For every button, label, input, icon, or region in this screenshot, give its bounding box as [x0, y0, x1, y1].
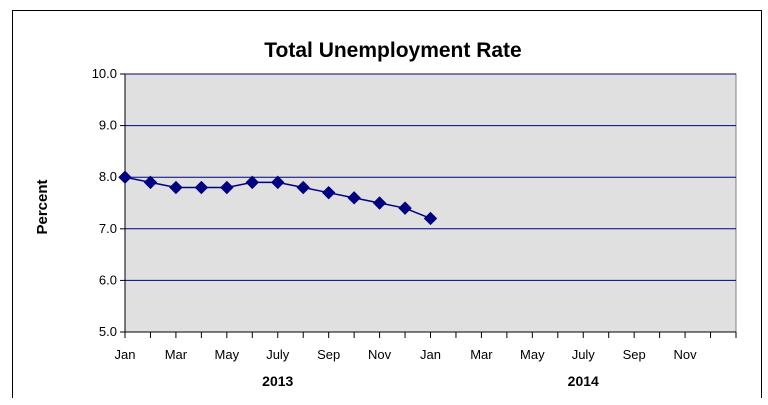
- y-tick-label: 6.0: [99, 272, 117, 287]
- data-point-marker: [423, 211, 438, 226]
- data-point-marker: [245, 175, 259, 190]
- y-tick-label: 10.0: [92, 66, 117, 81]
- data-point-marker: [194, 180, 209, 195]
- y-tick-label: 5.0: [99, 324, 117, 339]
- data-point-marker: [372, 196, 387, 210]
- x-tick-label: Jan: [115, 347, 136, 362]
- x-tick-label: May: [520, 347, 545, 362]
- y-tick-label: 9.0: [99, 118, 117, 133]
- y-tick-label: 8.0: [99, 169, 117, 184]
- data-point-marker: [347, 191, 361, 205]
- data-point-marker: [398, 201, 412, 215]
- data-point-marker: [220, 180, 234, 195]
- data-point-marker: [271, 175, 285, 190]
- x-tick-label: Sep: [317, 347, 340, 362]
- data-point-marker: [118, 170, 132, 184]
- x-tick-label: July: [572, 347, 596, 362]
- x-tick-label: Mar: [470, 347, 493, 362]
- x-tick-label: Nov: [674, 347, 698, 362]
- x-tick-label: July: [266, 347, 290, 362]
- year-label: 2014: [568, 373, 599, 389]
- data-point-marker: [143, 175, 158, 190]
- plot-area: [124, 73, 737, 333]
- y-tick-label: 7.0: [99, 221, 117, 236]
- x-tick-label: Mar: [165, 347, 188, 362]
- data-point-marker: [321, 185, 336, 200]
- x-tick-label: Sep: [623, 347, 646, 362]
- year-label: 2013: [262, 373, 293, 389]
- x-tick-label: Jan: [420, 347, 441, 362]
- data-point-marker: [296, 180, 310, 195]
- y-axis-title: Percent: [34, 179, 51, 234]
- chart-title: Total Unemployment Rate: [264, 39, 521, 62]
- x-tick-label: May: [215, 347, 240, 362]
- x-tick-label: Nov: [368, 347, 392, 362]
- data-point-marker: [169, 180, 183, 195]
